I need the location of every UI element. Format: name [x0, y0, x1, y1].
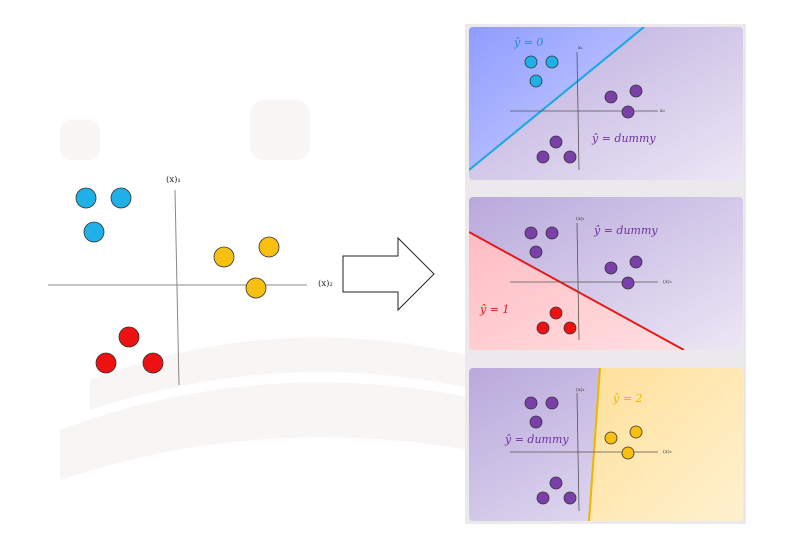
panel-point-dummy [536, 150, 550, 164]
panel-point-dummy [563, 150, 577, 164]
panel-point-class-0 [524, 55, 538, 69]
panel-2-class-region [589, 368, 743, 521]
panel-point-dummy [545, 226, 559, 240]
panel-0-axis-vertical [576, 51, 580, 171]
panel-point-dummy [563, 491, 577, 505]
main-point-class-0 [75, 187, 97, 209]
panel-point-dummy [536, 491, 550, 505]
panel-2-decision-line [588, 368, 601, 521]
background-watermark [60, 100, 560, 480]
panel-class-2: (x)₁ (x)₂ ŷ = 2 ŷ = dummy [469, 368, 743, 521]
panel-2-points [524, 396, 643, 505]
panel-point-dummy [524, 226, 538, 240]
main-point-class-2 [258, 236, 280, 258]
main-point-class-0 [110, 187, 132, 209]
panel-point-dummy [621, 105, 635, 119]
panel-2-axis-vertical [576, 392, 580, 512]
panel-class-1: (x)₁ (x)₂ ŷ = 1 ŷ = dummy [469, 197, 743, 350]
panel-0-points [524, 55, 643, 164]
main-point-class-2 [245, 277, 267, 299]
panel-point-dummy [529, 245, 543, 259]
panel-1-axis-label-vertical: (x)₁ [576, 215, 585, 222]
panel-point-dummy [545, 396, 559, 410]
main-point-class-1 [118, 326, 140, 348]
panel-point-dummy [524, 396, 538, 410]
panel-point-dummy [621, 276, 635, 290]
main-point-class-1 [95, 352, 117, 374]
panel-point-dummy [604, 90, 618, 104]
main-axis-vertical [174, 189, 180, 386]
panel-1-dummy-label: ŷ = dummy [593, 224, 658, 237]
main-axis-label-horizontal: (x)₂ [318, 278, 333, 289]
panel-2-axis-label-horizontal: (x)₂ [663, 448, 672, 455]
panel-1-class-label: ŷ = 1 [479, 303, 509, 316]
panel-1-axis-vertical [576, 222, 580, 341]
panel-point-class-2 [621, 446, 635, 460]
main-point-class-0 [83, 221, 105, 243]
panel-0-axis-label-horizontal: x₂ [660, 108, 665, 114]
main-plot: (x)₁ (x)₂ [48, 174, 333, 386]
panel-1-points [524, 226, 643, 335]
panel-0-axis-label-vertical: x₁ [578, 45, 583, 51]
panel-2-dummy-label: ŷ = dummy [504, 433, 569, 446]
panel-point-class-1 [536, 321, 550, 335]
panel-2-class-label: ŷ = 2 [612, 392, 642, 405]
panel-point-class-0 [529, 74, 543, 88]
panel-1-decision-line [469, 231, 685, 350]
main-axis-label-vertical: (x)₁ [166, 174, 181, 185]
transform-arrow [342, 236, 435, 312]
main-points [75, 187, 280, 374]
panel-0-decision-line [469, 27, 645, 171]
panel-2-axis-label-vertical: (x)₁ [576, 386, 585, 393]
panel-point-dummy [629, 255, 643, 269]
panel-0-dummy-label: ŷ = dummy [591, 132, 656, 145]
panel-point-class-2 [604, 431, 618, 445]
panel-0-class-label: ŷ = 0 [513, 36, 543, 49]
panel-point-class-2 [629, 425, 643, 439]
panel-point-dummy [549, 135, 563, 149]
panel-point-dummy [549, 476, 563, 490]
main-point-class-1 [142, 352, 164, 374]
panel-point-class-0 [545, 55, 559, 69]
panel-point-dummy [629, 84, 643, 98]
panel-class-0: x₁ x₂ ŷ = 0 ŷ = dummy [469, 27, 743, 180]
main-point-class-2 [213, 246, 235, 268]
panel-point-dummy [529, 415, 543, 429]
panel-point-class-1 [563, 321, 577, 335]
panel-1-axis-label-horizontal: (x)₂ [663, 278, 672, 285]
panel-point-dummy [604, 261, 618, 275]
panel-point-class-1 [549, 306, 563, 320]
